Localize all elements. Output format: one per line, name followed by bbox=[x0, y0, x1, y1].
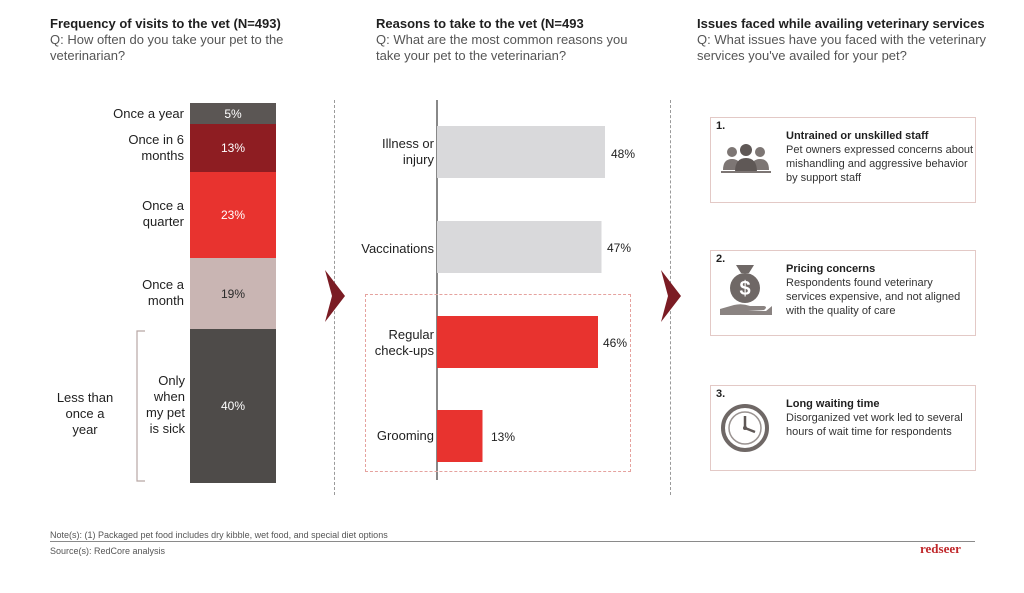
issue-number: 2. bbox=[716, 253, 726, 265]
label-once-a-year: Once a year bbox=[113, 106, 184, 121]
segment-once-a-month: 19% bbox=[190, 258, 276, 329]
brand-logo: redseer bbox=[920, 541, 961, 556]
label-once-a-quarter: Once a quarter bbox=[142, 198, 184, 229]
reasons-question: Q: What are the most common reasons you … bbox=[376, 32, 628, 63]
footnote: Note(s): (1) Packaged pet food includes … bbox=[50, 530, 388, 540]
issue-body: Pet owners expressed concerns about mish… bbox=[786, 144, 974, 184]
issue-title: Untrained or unskilled staff bbox=[786, 130, 929, 142]
value-vaccinations: 47% bbox=[607, 241, 632, 255]
clock-icon bbox=[721, 404, 769, 452]
bracket bbox=[136, 330, 145, 482]
highlight-box bbox=[365, 294, 631, 472]
label-once-in-6-months: Once in 6 months bbox=[128, 132, 184, 163]
segment-value-once-a-year: 5% bbox=[224, 106, 242, 121]
footer-rule bbox=[50, 541, 975, 542]
segment-once-a-year: 5% bbox=[190, 103, 276, 124]
label-vaccinations: Vaccinations bbox=[361, 241, 434, 256]
issue-title: Long waiting time bbox=[786, 398, 880, 410]
segment-once-a-quarter: 23% bbox=[190, 172, 276, 258]
issues-title: Issues faced while availing veterinary s… bbox=[697, 16, 985, 31]
issue-card-waiting: 3. Long waiting time Disorganized vet wo… bbox=[710, 385, 976, 471]
segment-value-only-when-sick: 40% bbox=[220, 399, 246, 413]
value-illness: 48% bbox=[611, 147, 636, 161]
issue-card-pricing: 2. $ Pricing concerns Respondents found … bbox=[710, 250, 976, 336]
label-once-a-month: Once a month bbox=[142, 277, 184, 308]
segment-value-once-in-6-months: 13% bbox=[220, 141, 246, 155]
reasons-bar-chart bbox=[436, 100, 605, 480]
frequency-title: Frequency of visits to the vet (N=493) bbox=[50, 16, 281, 31]
value-grooming: 13% bbox=[491, 430, 516, 444]
segment-value-once-a-quarter: 23% bbox=[220, 208, 246, 222]
chevron-right-icon bbox=[325, 270, 345, 322]
value-regular-checkups: 46% bbox=[603, 336, 628, 350]
source-note: Source(s): RedCore analysis bbox=[50, 546, 166, 556]
issues-question: Q: What issues have you faced with the v… bbox=[697, 32, 987, 63]
reason-bar-1 bbox=[437, 221, 602, 273]
frequency-question: Q: How often do you take your pet to the… bbox=[50, 32, 284, 63]
reason-bar-3 bbox=[437, 410, 483, 462]
reason-bar-0 bbox=[437, 126, 605, 178]
bracket-label: Less than once a year bbox=[56, 390, 114, 437]
label-regular-checkups: Regular check-ups bbox=[374, 327, 434, 358]
segment-value-once-a-month: 19% bbox=[220, 286, 246, 301]
issue-number: 1. bbox=[716, 120, 726, 132]
money-bag-icon: $ bbox=[720, 265, 772, 315]
reason-bar-2 bbox=[437, 316, 598, 368]
issue-title: Pricing concerns bbox=[786, 263, 876, 275]
issue-number: 3. bbox=[716, 388, 726, 400]
issue-body: Respondents found veterinary services ex… bbox=[786, 277, 961, 317]
frequency-stacked-chart bbox=[0, 0, 1, 1]
segment-only-when-sick: 40% bbox=[190, 329, 276, 483]
svg-text:$: $ bbox=[739, 278, 750, 300]
issue-body: Disorganized vet work led to several hou… bbox=[786, 412, 963, 438]
chevron-right-icon-2 bbox=[661, 270, 681, 322]
label-only-when-sick: Only when my pet is sick bbox=[145, 373, 185, 436]
people-icon bbox=[721, 144, 771, 173]
reasons-title: Reasons to take to the vet (N=493 bbox=[376, 16, 584, 31]
label-illness: Illness or injury bbox=[381, 136, 434, 167]
label-grooming: Grooming bbox=[376, 428, 434, 443]
segment-once-in-6-months: 13% bbox=[190, 124, 276, 172]
issue-card-staff: 1. Untrained or unskilled staff Pet owne… bbox=[710, 117, 976, 203]
